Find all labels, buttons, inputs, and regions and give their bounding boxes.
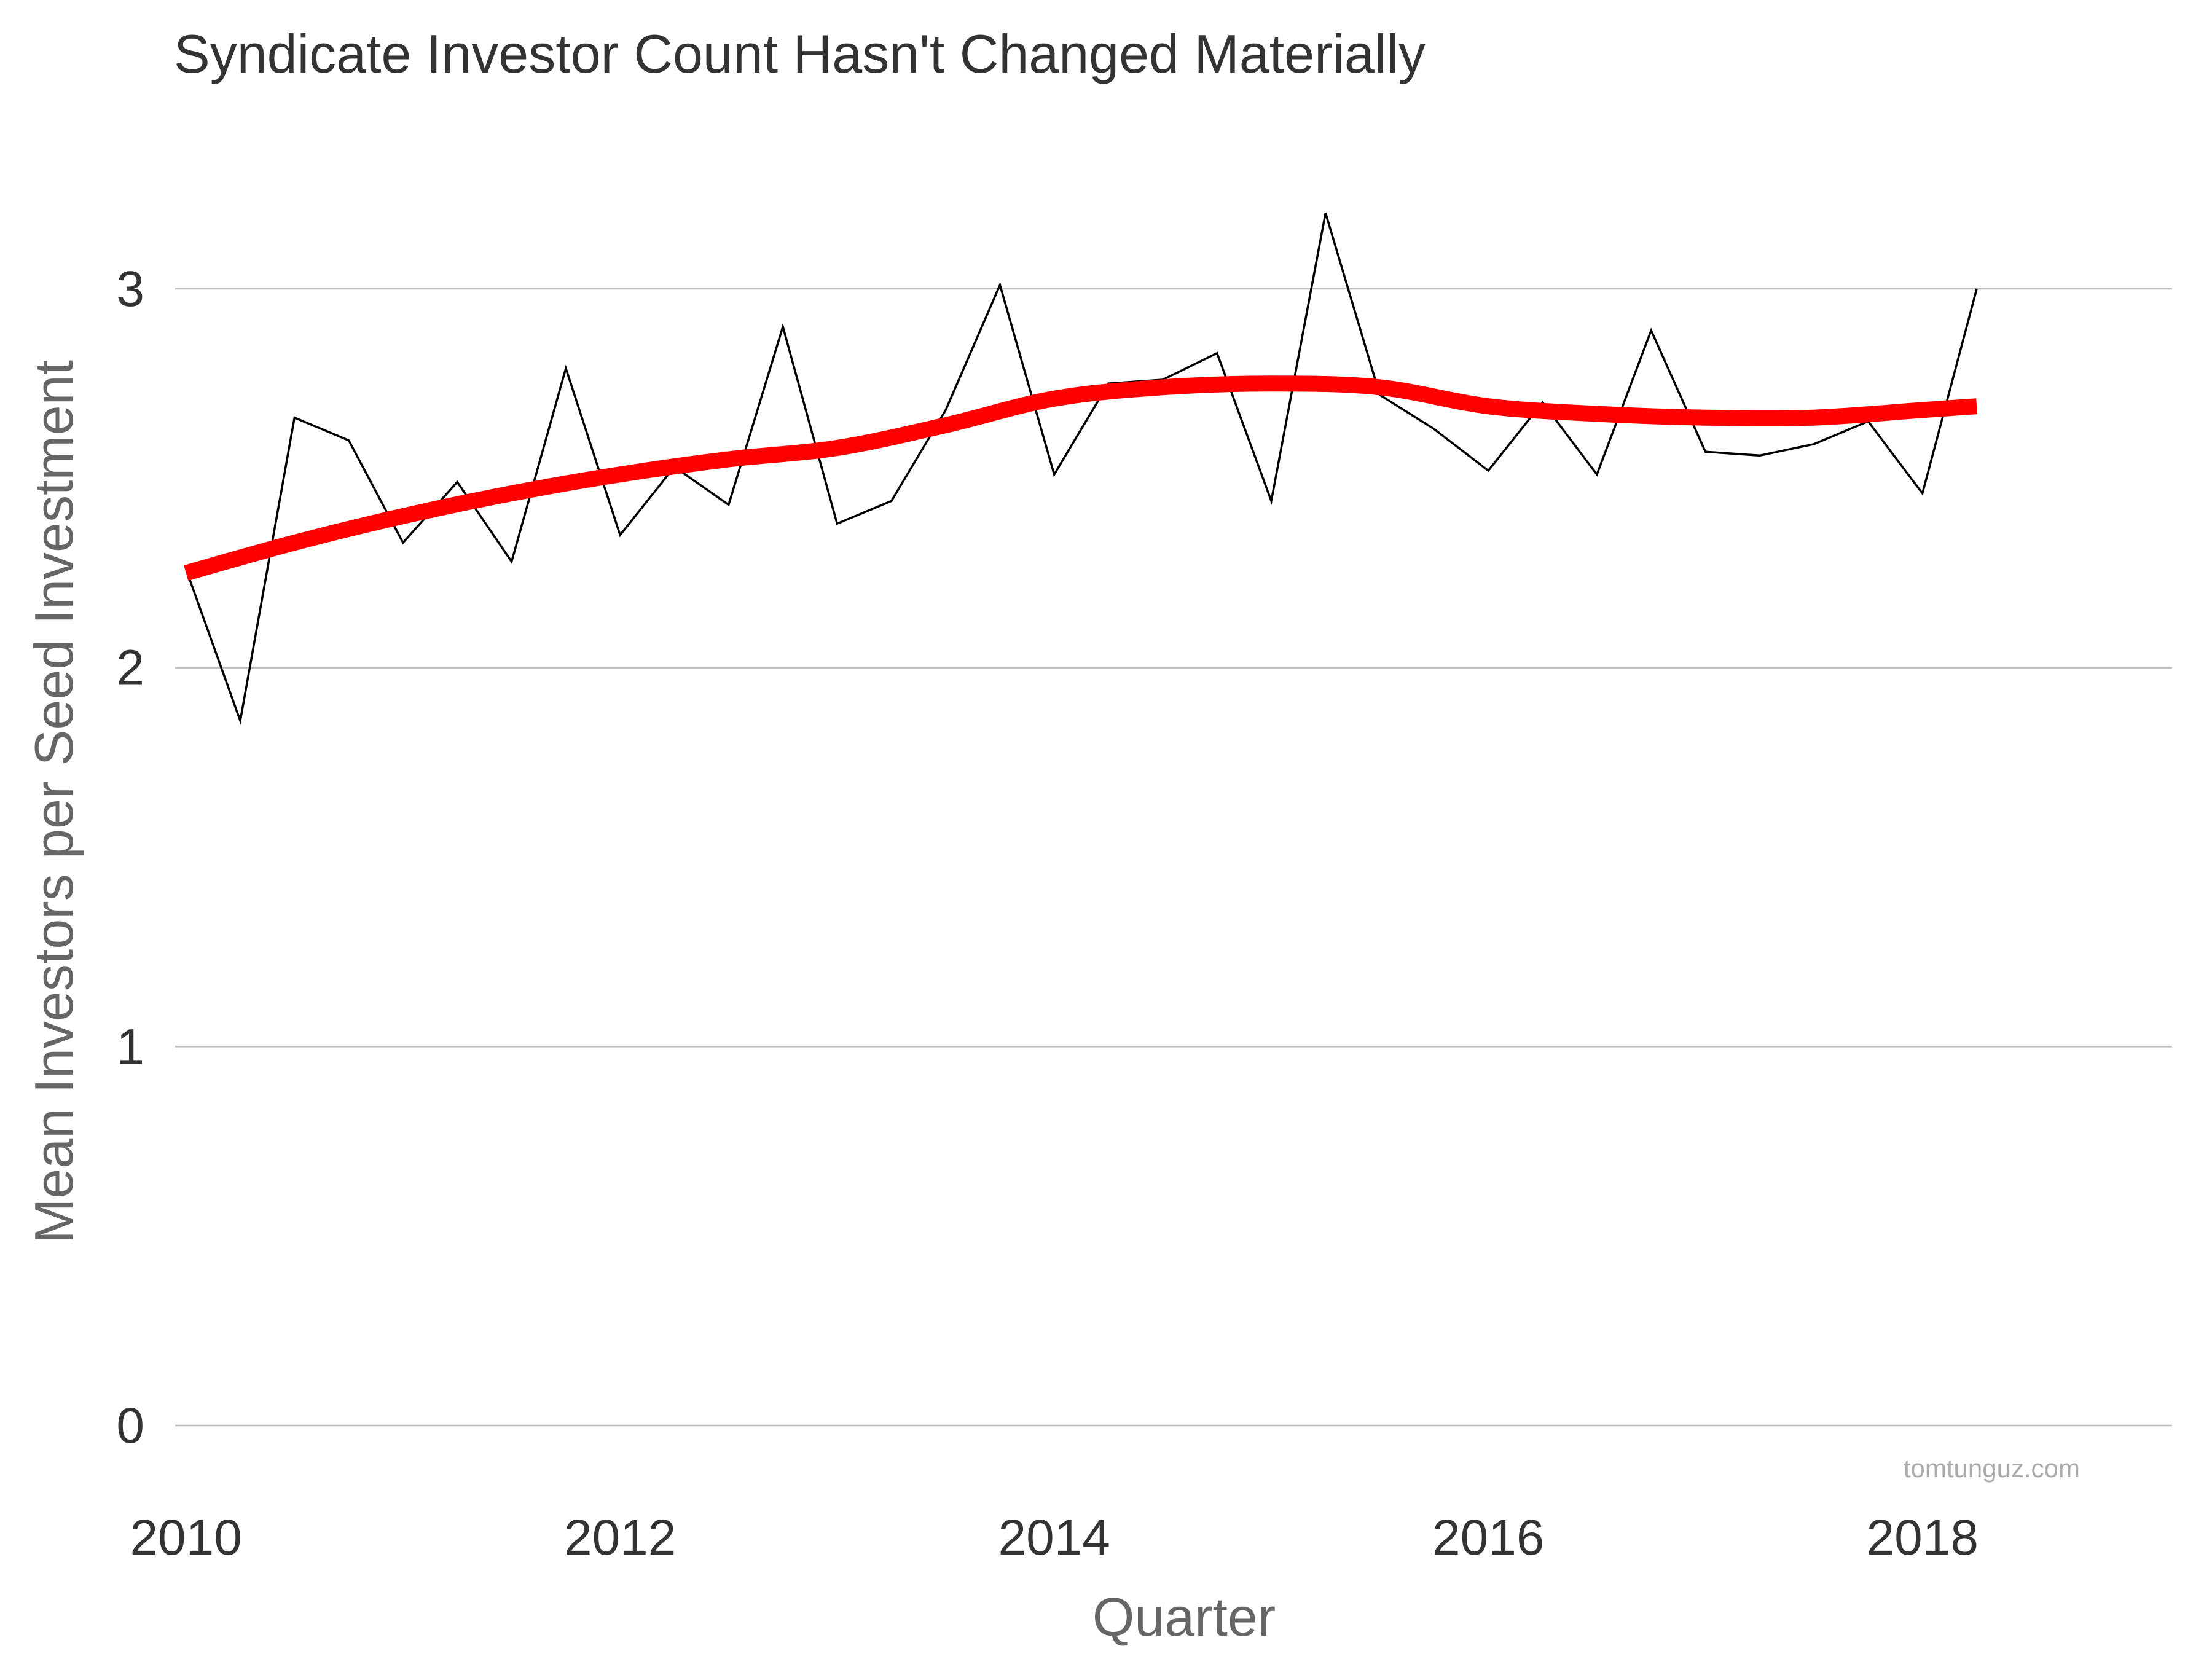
y-axis-label: Mean Investors per Seed Investment: [23, 360, 84, 1244]
x-tick-label: 2010: [130, 1510, 241, 1566]
x-tick-label: 2018: [1867, 1510, 1979, 1566]
grid-lines: [175, 288, 2172, 1427]
x-tick-label: 2012: [564, 1510, 676, 1566]
x-tick-labels: 2010 2012 2014 2016 2018: [130, 1510, 1979, 1566]
x-tick-label: 2014: [998, 1510, 1110, 1566]
y-tick-label: 2: [116, 640, 144, 696]
series-quarterly-mean-line: [185, 213, 1978, 725]
y-tick-label: 1: [116, 1019, 144, 1075]
series-trend-line: [184, 375, 1977, 581]
y-tick-label: 3: [116, 261, 144, 317]
chart-title: Syndicate Investor Count Hasn't Changed …: [174, 23, 1426, 84]
series-layer: [184, 213, 1978, 725]
x-axis-label: Quarter: [1092, 1586, 1276, 1647]
source-caption: tomtunguz.com: [1904, 1454, 2080, 1483]
y-tick-labels: 0 1 2 3: [116, 261, 144, 1454]
y-tick-label: 0: [116, 1398, 144, 1454]
x-tick-label: 2016: [1432, 1510, 1544, 1566]
